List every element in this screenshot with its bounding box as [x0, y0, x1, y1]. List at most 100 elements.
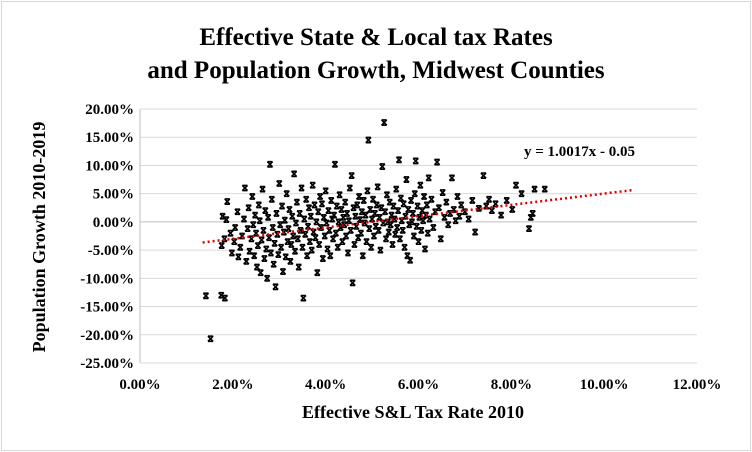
data-point: [441, 213, 448, 221]
data-point: [354, 234, 362, 242]
data-point: [333, 202, 340, 210]
data-point: [419, 207, 426, 214]
data-point: [276, 180, 283, 187]
data-point: [256, 217, 263, 225]
data-point: [512, 181, 520, 189]
data-point: [271, 239, 278, 247]
data-point: [316, 193, 324, 200]
data-point: [240, 215, 248, 223]
data-point: [385, 228, 392, 236]
data-point: [315, 208, 322, 216]
data-point: [430, 224, 437, 231]
data-point: [338, 206, 345, 213]
data-point: [238, 232, 246, 240]
data-point: [372, 223, 379, 230]
data-point: [362, 211, 369, 219]
data-point: [284, 238, 291, 246]
data-point: [347, 226, 354, 234]
data-point: [389, 241, 396, 248]
data-point: [332, 229, 340, 237]
data-point: [424, 229, 431, 237]
data-point: [291, 247, 299, 255]
data-point: [365, 136, 372, 144]
data-point: [469, 197, 476, 204]
data-point: [308, 246, 315, 254]
data-point: [237, 243, 244, 251]
data-point: [497, 211, 505, 219]
data-point: [314, 269, 321, 277]
data-point: [316, 241, 323, 248]
data-point: [349, 279, 356, 287]
data-point: [448, 174, 456, 182]
data-point: [339, 238, 346, 246]
data-point: [262, 207, 269, 214]
data-point: [231, 224, 239, 231]
data-point: [319, 255, 327, 262]
data-point: [465, 215, 472, 223]
data-point: [433, 158, 441, 166]
y-tick-label: -10.00%: [80, 271, 134, 287]
data-point: [335, 218, 342, 226]
data-point: [407, 197, 415, 204]
y-tick-label: 5.00%: [93, 187, 134, 203]
data-point: [374, 183, 381, 191]
data-point: [218, 291, 225, 299]
data-point: [341, 221, 348, 229]
x-tick-label: 4.00%: [305, 377, 346, 393]
data-point: [458, 201, 465, 209]
data-point: [345, 217, 353, 225]
data-point: [288, 241, 295, 248]
data-point: [398, 217, 405, 225]
y-tick-label: -15.00%: [80, 300, 134, 316]
data-point: [369, 195, 377, 203]
data-point: [366, 225, 373, 233]
data-point: [461, 208, 469, 216]
data-point: [437, 235, 444, 243]
data-point: [492, 200, 499, 208]
data-point: [244, 225, 251, 233]
data-point: [281, 216, 288, 224]
data-point: [260, 226, 267, 234]
data-point: [298, 184, 305, 192]
data-point: [312, 234, 319, 242]
data-point: [417, 181, 424, 189]
data-point: [251, 252, 258, 260]
data-point: [261, 255, 268, 262]
data-point: [456, 212, 463, 220]
data-point: [381, 208, 389, 216]
data-point: [241, 184, 249, 192]
data-point: [375, 226, 382, 234]
data-point: [223, 216, 230, 224]
data-point: [422, 211, 430, 219]
data-point: [286, 206, 293, 213]
data-point: [309, 181, 316, 189]
data-point: [509, 206, 516, 213]
data-point: [356, 216, 364, 224]
data-point: [221, 294, 229, 302]
y-axis-title: Population Growth 2010-2019: [29, 122, 49, 353]
data-point: [404, 252, 411, 260]
data-point: [330, 211, 338, 219]
data-point: [227, 229, 234, 237]
data-point: [376, 213, 383, 221]
data-point: [388, 211, 395, 219]
data-point: [343, 210, 351, 217]
data-point: [341, 198, 349, 206]
data-point: [305, 204, 313, 212]
data-point: [541, 185, 548, 193]
data-point: [384, 218, 392, 226]
data-point: [402, 212, 409, 220]
data-point: [224, 198, 231, 205]
data-point: [266, 160, 274, 168]
data-point: [297, 226, 304, 234]
data-point: [289, 212, 296, 220]
y-tick-label: 0.00%: [93, 215, 134, 231]
data-point: [267, 249, 275, 257]
data-point: [488, 207, 496, 214]
data-point: [325, 207, 332, 214]
data-point: [275, 251, 282, 259]
data-point: [348, 172, 355, 180]
data-point: [296, 210, 303, 217]
data-point: [278, 202, 286, 210]
data-point: [310, 228, 317, 236]
